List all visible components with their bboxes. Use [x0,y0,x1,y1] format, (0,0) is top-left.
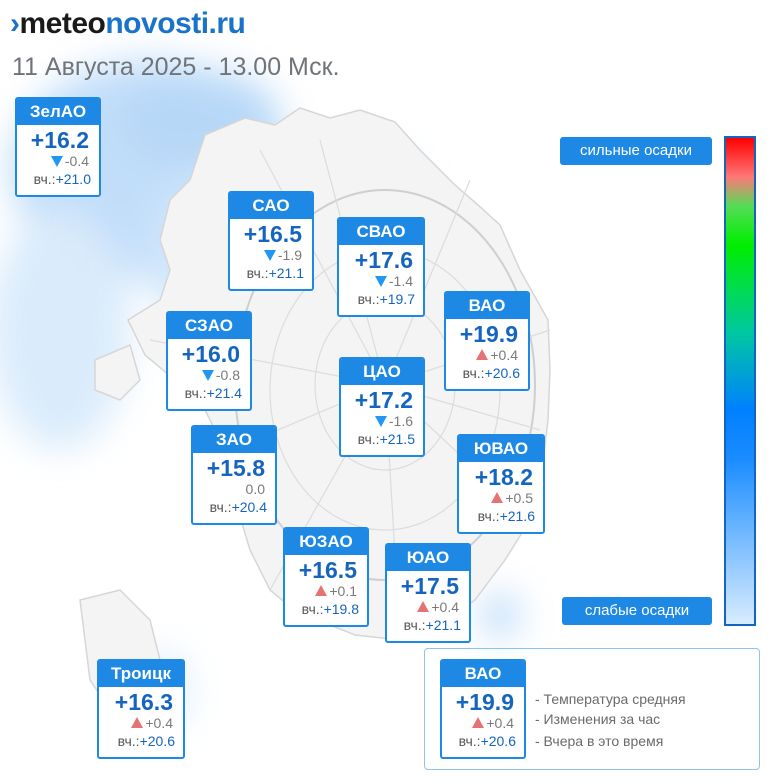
district-name: ЮАО [387,545,469,571]
district-change: +0.4 [446,347,528,364]
district-yesterday: вч.:+20.6 [99,732,183,750]
district-change: -1.9 [230,247,312,264]
district-card-vao[interactable]: ВАО +19.9 +0.4 вч.:+20.6 [444,291,530,391]
district-card-sao[interactable]: САО +16.5 -1.9 вч.:+21.1 [228,191,314,291]
district-yesterday: вч.:+20.6 [446,364,528,382]
district-card-yuao[interactable]: ЮАО +17.5 +0.4 вч.:+21.1 [385,543,471,643]
district-card-yuzao[interactable]: ЮЗАО +16.5 +0.1 вч.:+19.8 [283,527,369,627]
district-change: -0.8 [168,367,250,384]
district-card-svao[interactable]: СВАО +17.6 -1.4 вч.:+19.7 [337,217,425,317]
district-change: -1.4 [339,273,423,290]
arrow-down-icon [202,370,214,381]
district-temp: +16.5 [230,221,312,247]
legend-desc-change: - Изменения за час [535,710,660,728]
district-temp: +16.5 [285,557,367,583]
logo-text-novosti: novosti [105,7,208,40]
precipitation-colorbar [724,136,756,626]
page-title: 11 Августа 2025 - 13.00 Мск. [12,52,340,82]
legend-sample-temp: +19.9 [442,689,524,715]
district-card-szao[interactable]: СЗАО +16.0 -0.8 вч.:+21.4 [166,311,252,411]
district-yesterday: вч.:+21.1 [230,264,312,282]
legend-desc-temp: - Температура средняя [535,690,686,708]
district-temp: +16.2 [17,127,99,153]
district-change: -1.6 [341,413,423,430]
district-change: +0.5 [459,490,543,507]
arrow-up-icon [491,492,503,503]
arrow-up-icon [476,349,488,360]
district-temp: +16.3 [99,689,183,715]
district-name: ЗелАО [17,99,99,125]
district-temp: +17.5 [387,573,469,599]
district-name: СВАО [339,219,423,245]
district-card-cao[interactable]: ЦАО +17.2 -1.6 вч.:+21.5 [339,357,425,457]
district-yesterday: вч.:+21.5 [341,430,423,448]
arrow-down-icon [264,250,276,261]
district-temp: +15.8 [193,455,275,481]
arrow-down-icon [375,416,387,427]
district-yesterday: вч.:+21.6 [459,507,543,525]
logo-text-ru: .ru [209,7,246,40]
district-yesterday: вч.:+20.4 [193,498,275,516]
arrow-up-icon [131,717,143,728]
district-change: 0.0 [193,481,275,498]
arrow-up-icon [417,601,429,612]
district-name: САО [230,193,312,219]
logo-mark-icon: › [10,7,20,40]
district-temp: +18.2 [459,464,543,490]
legend-desc-yesterday: - Вчера в это время [535,732,663,750]
district-name: ЮЗАО [285,529,367,555]
district-temp: +19.9 [446,321,528,347]
weak-precip-label: слабые осадки [562,597,712,625]
district-name: СЗАО [168,313,250,339]
logo-text-meteo: meteo [20,7,106,40]
district-name: ЦАО [341,359,423,385]
district-card-troitsk[interactable]: Троицк +16.3 +0.4 вч.:+20.6 [97,659,185,759]
arrow-down-icon [375,276,387,287]
legend-sample-change: +0.4 [442,715,524,732]
district-temp: +17.6 [339,247,423,273]
district-name: Троицк [99,661,183,687]
district-card-zao[interactable]: ЗАО +15.8 0.0 вч.:+20.4 [191,425,277,525]
district-name: ВАО [446,293,528,319]
arrow-down-icon [51,156,63,167]
district-card-yuvao[interactable]: ЮВАО +18.2 +0.5 вч.:+21.6 [457,434,545,534]
district-change: +0.1 [285,583,367,600]
district-yesterday: вч.:+21.0 [17,170,99,188]
district-name: ЮВАО [459,436,543,462]
district-change: +0.4 [387,599,469,616]
district-yesterday: вч.:+19.8 [285,600,367,618]
arrow-up-icon [315,585,327,596]
district-change: +0.4 [99,715,183,732]
district-temp: +17.2 [341,387,423,413]
district-yesterday: вч.:+19.7 [339,290,423,308]
strong-precip-label: сильные осадки [560,137,712,165]
district-yesterday: вч.:+21.1 [387,616,469,634]
district-yesterday: вч.:+21.4 [168,384,250,402]
legend-sample-name: ВАО [442,661,524,687]
district-change: -0.4 [17,153,99,170]
district-name: ЗАО [193,427,275,453]
site-logo[interactable]: ›meteonovosti.ru [10,6,245,42]
legend-sample-yesterday: вч.:+20.6 [442,732,524,750]
arrow-up-icon [472,717,484,728]
district-temp: +16.0 [168,341,250,367]
legend-sample-card: ВАО +19.9 +0.4 вч.:+20.6 [440,659,526,759]
district-card-zelao[interactable]: ЗелАО +16.2 -0.4 вч.:+21.0 [15,97,101,197]
